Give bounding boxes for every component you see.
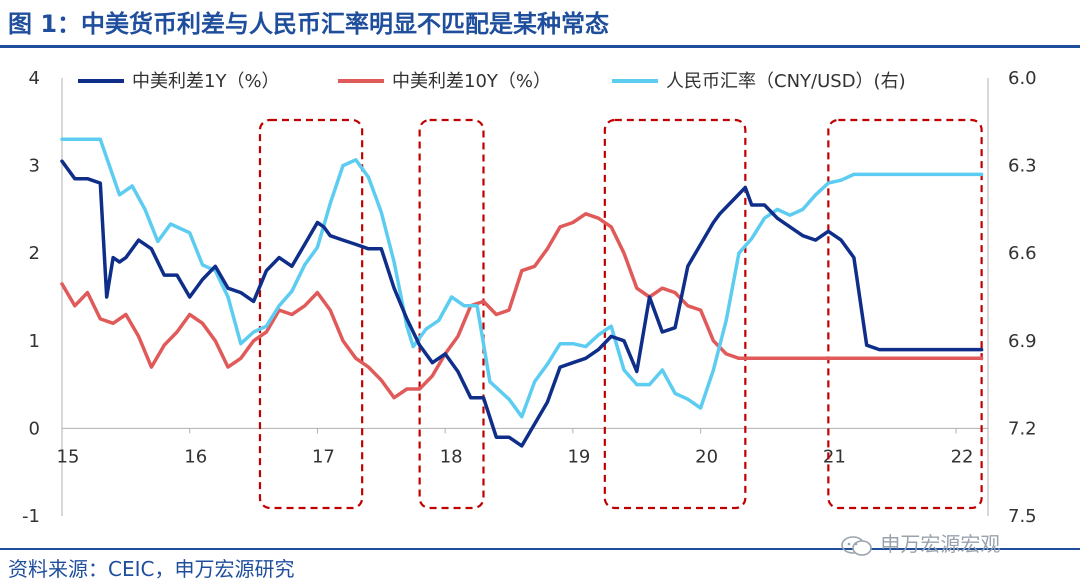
title-underline <box>0 45 1080 48</box>
highlight-box <box>258 118 364 510</box>
x-tick-label: 17 <box>312 446 335 467</box>
y-right-tick-label: 6.3 <box>1008 156 1037 177</box>
y-left-tick-label: -1 <box>22 506 40 527</box>
x-tick-label: 20 <box>695 446 718 467</box>
chart-legend: 中美利差1Y（%） 中美利差10Y（%） 人民币汇率（CNY/USD）(右) <box>78 71 906 92</box>
series-10y-spread-line <box>60 212 984 400</box>
y-right-tick-label: 7.5 <box>1008 506 1037 527</box>
y-right-tick-label: 6.0 <box>1008 68 1037 89</box>
highlight-box <box>827 118 983 510</box>
x-tick-label: 21 <box>823 446 846 467</box>
x-tick-label: 15 <box>57 446 80 467</box>
figure-title: 图 1：中美货币利差与人民币汇率明显不匹配是某种常态 <box>8 10 610 38</box>
legend-label: 人民币汇率（CNY/USD）(右) <box>666 71 906 92</box>
y-right-tick-label: 7.2 <box>1008 418 1037 439</box>
legend-label: 中美利差1Y（%） <box>132 71 280 92</box>
legend-label: 中美利差10Y（%） <box>392 71 551 92</box>
y-left-tick-label: 0 <box>29 418 40 439</box>
watermark: 申万宏源宏观 <box>840 528 1000 557</box>
y-right-tick-label: 6.6 <box>1008 243 1037 264</box>
x-tick-label: 16 <box>184 446 207 467</box>
series-cny-usd-line <box>60 137 984 419</box>
y-left-tick-label: 1 <box>29 331 40 352</box>
chart-series <box>60 137 984 448</box>
watermark-text: 申万宏源宏观 <box>880 532 1001 556</box>
wechat-icon <box>841 535 872 556</box>
series-1y-spread-line <box>60 159 984 448</box>
highlight-box <box>603 118 747 510</box>
footer-rule <box>0 548 1080 550</box>
y-left-tick-label: 4 <box>29 68 40 89</box>
y-left-tick-label: 3 <box>29 156 40 177</box>
y-right-tick-label: 6.9 <box>1008 331 1037 352</box>
y-left-tick-label: 2 <box>29 243 40 264</box>
x-tick-label: 19 <box>567 446 590 467</box>
x-tick-label: 18 <box>440 446 463 467</box>
highlight-boxes <box>258 118 983 510</box>
x-tick-label: 22 <box>951 446 974 467</box>
highlight-box <box>418 118 485 510</box>
source-note: 资料来源：CEIC，申万宏源研究 <box>8 557 295 581</box>
